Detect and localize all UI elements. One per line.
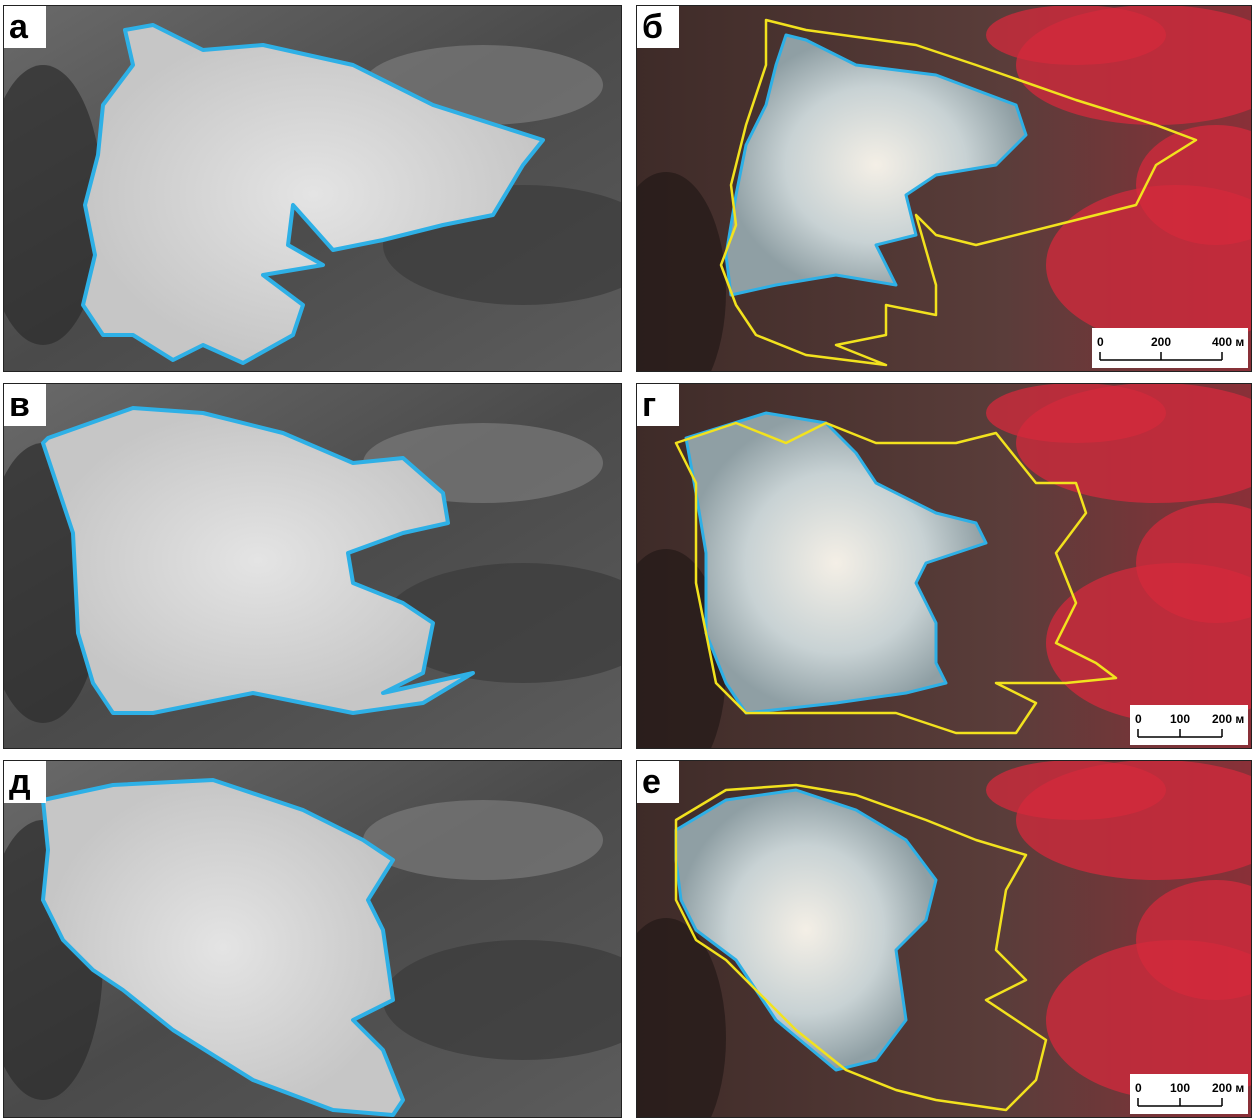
scale-bar-label: 0 (1135, 1081, 1142, 1095)
panel-label: б (642, 8, 663, 46)
image-panel: в (0, 383, 663, 749)
panel-label: г (642, 386, 656, 424)
image (0, 5, 663, 372)
image-panel: д (0, 760, 663, 1118)
scale-bar-label: 200 (1151, 335, 1171, 349)
scale-bar-label: 100 (1170, 712, 1190, 726)
panel-label: в (9, 386, 30, 424)
shadow (606, 172, 726, 412)
scale-bar-label: 0 (1097, 335, 1104, 349)
terrain-shade (363, 800, 603, 880)
image-panel: е 0 100 200 м (606, 760, 1254, 1120)
scale-bar-label: 0 (1135, 712, 1142, 726)
scale-bar-label: 100 (1170, 1081, 1190, 1095)
image-panel: а (0, 5, 663, 372)
scale-bar-label: 200 м (1212, 712, 1244, 726)
scale-bar-label: 200 м (1212, 1081, 1244, 1095)
panel-label: а (9, 8, 29, 46)
image-panel: б 0 200 400 м (606, 5, 1254, 412)
vegetation (986, 383, 1166, 443)
figure: а б 0 200 400 м в г 0 100 200 м д е 0 100 200 м (0, 0, 1254, 1120)
image (606, 760, 1254, 1120)
image-panel: г 0 100 200 м (606, 383, 1254, 789)
image (0, 383, 663, 749)
panel-label: д (9, 763, 31, 801)
vegetation (986, 5, 1166, 65)
vegetation (986, 760, 1166, 820)
panel-label: е (642, 763, 661, 801)
image (0, 760, 663, 1118)
scale-bar-label: 400 м (1212, 335, 1244, 349)
